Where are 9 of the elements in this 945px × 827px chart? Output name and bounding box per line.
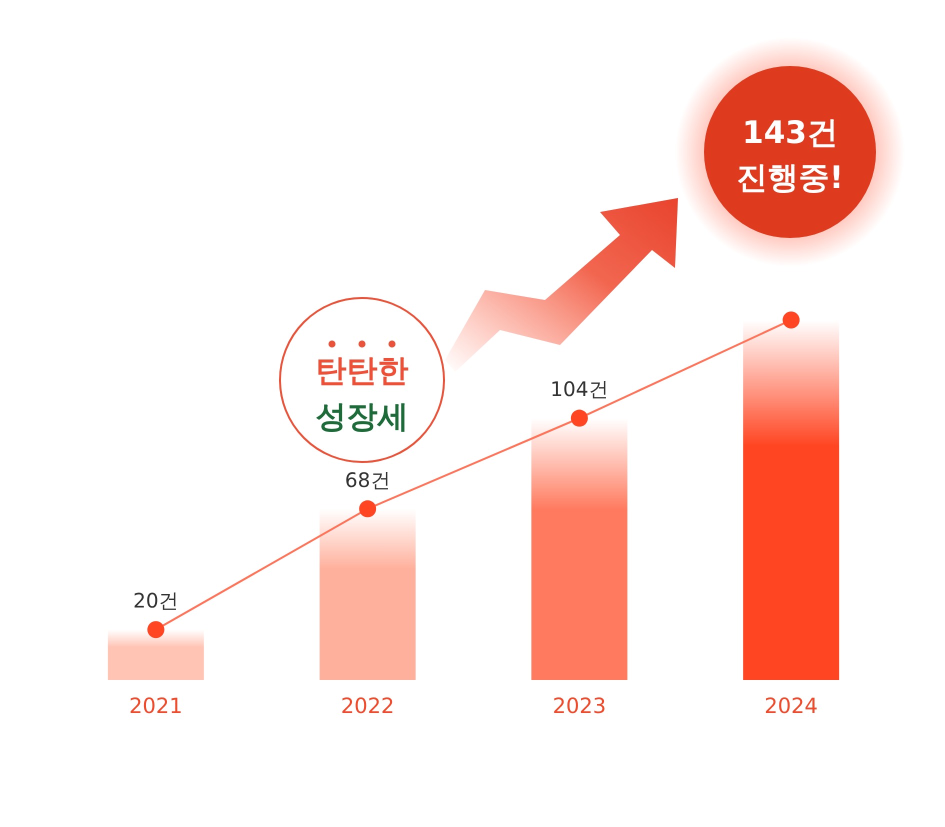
data-label: 104건 [550, 377, 608, 402]
data-label: 20건 [133, 588, 179, 613]
x-tick-label: 2021 [129, 694, 183, 718]
text: 143건 진행중! [736, 115, 844, 196]
data-label: 68건 [344, 468, 390, 492]
x-tick-label: 2023 [552, 694, 606, 718]
x-tick-label: 2022 [340, 694, 394, 718]
annotation: 탄탄한 성장세 [316, 353, 408, 435]
x-tick-label: 2024 [764, 694, 818, 718]
